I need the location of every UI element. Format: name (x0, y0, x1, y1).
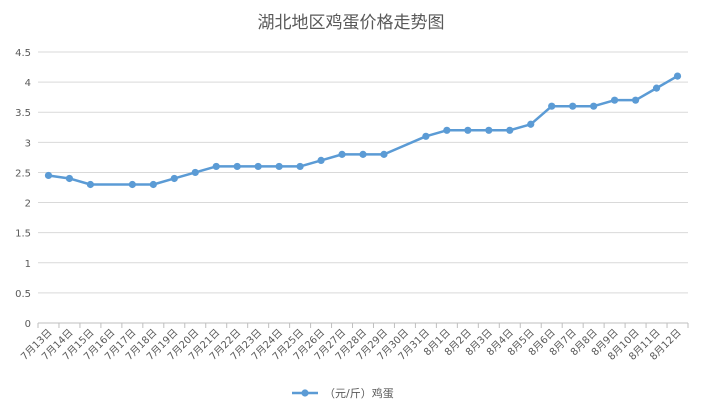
data-point (233, 162, 241, 171)
data-point (652, 84, 661, 92)
y-tick-label: 2.5 (15, 168, 31, 179)
legend-marker (301, 389, 309, 397)
data-point (338, 150, 346, 158)
y-tick-label: 1.5 (15, 229, 31, 240)
data-point (422, 132, 430, 140)
data-point (191, 168, 199, 177)
data-point (548, 102, 556, 110)
data-point (611, 96, 619, 104)
data-point (359, 150, 367, 158)
data-point (380, 150, 388, 158)
data-point (569, 102, 577, 110)
data-point (275, 162, 283, 171)
data-point (86, 180, 95, 189)
data-point (317, 156, 325, 164)
y-tick-label: 0 (25, 319, 31, 330)
data-point (65, 174, 74, 183)
data-point (149, 180, 157, 189)
chart-title: 湖北地区鸡蛋价格走势图 (257, 13, 445, 33)
y-tick-label: 4 (25, 78, 31, 89)
data-point (170, 174, 178, 183)
data-point (673, 72, 682, 80)
y-tick-label: 4.5 (15, 48, 31, 59)
data-point (296, 162, 304, 171)
data-point (128, 180, 136, 189)
data-point (443, 126, 451, 134)
series-line (48, 75, 679, 186)
y-tick-label: 0.5 (15, 289, 31, 300)
y-tick-label: 1 (25, 259, 31, 270)
data-point (44, 171, 53, 180)
data-point (254, 162, 262, 171)
legend-label: （元/斤）鸡蛋 (324, 386, 394, 400)
data-point (527, 120, 535, 128)
data-point (212, 162, 220, 171)
y-tick-label: 3 (25, 138, 31, 149)
data-point (590, 102, 598, 110)
data-point (485, 126, 493, 134)
y-tick-label: 3.5 (15, 108, 31, 119)
y-tick-label: 2 (25, 199, 31, 210)
data-point (631, 96, 640, 104)
data-point (464, 126, 472, 134)
data-point (506, 126, 514, 134)
